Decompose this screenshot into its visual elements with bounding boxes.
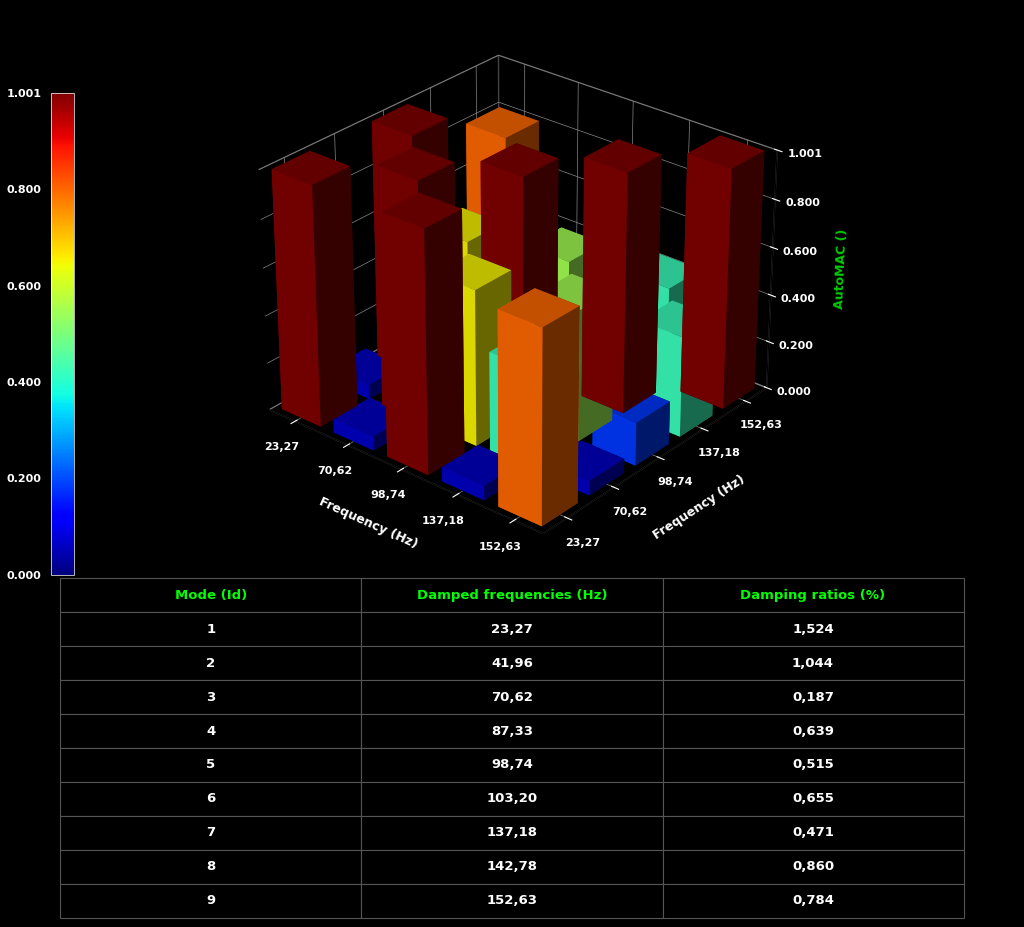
Y-axis label: Frequency (Hz): Frequency (Hz) (650, 473, 746, 541)
X-axis label: Frequency (Hz): Frequency (Hz) (316, 495, 419, 551)
